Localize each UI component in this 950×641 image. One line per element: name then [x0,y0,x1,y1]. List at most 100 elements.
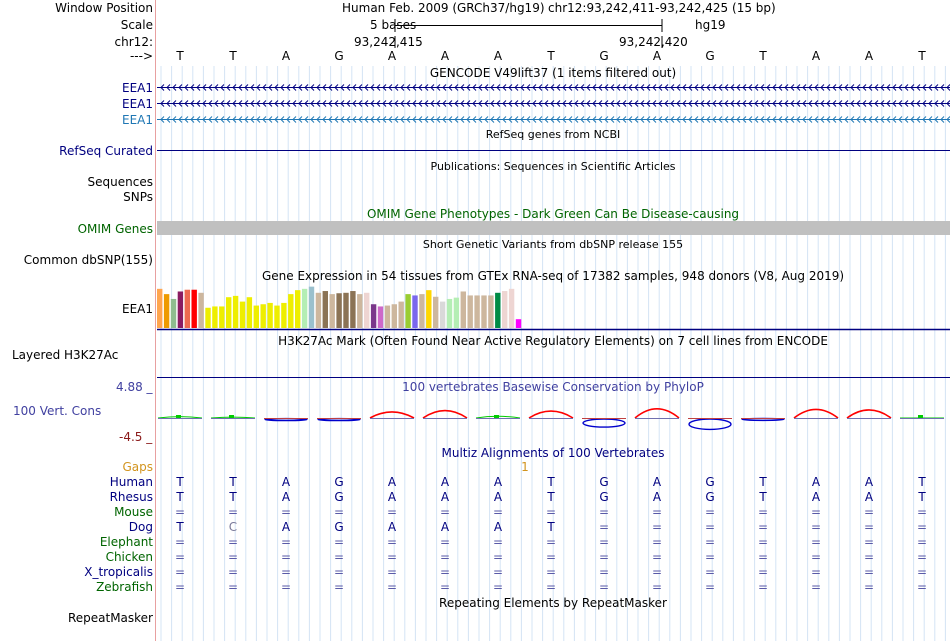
gtex-bar[interactable] [191,289,197,328]
alignment-base: = [757,520,769,534]
gtex-gene-label[interactable]: EEA1 [121,302,153,316]
alignment-base: = [598,505,610,519]
alignment-base: = [333,550,345,564]
gtex-bar[interactable] [267,302,273,328]
cons-trough [688,418,732,431]
gene-label[interactable]: EEA1 [121,81,153,95]
gene-line[interactable] [157,84,950,91]
alignment-base: = [280,505,292,519]
gtex-bar[interactable] [508,288,515,328]
gtex-bar[interactable] [398,301,404,328]
gtex-bar[interactable] [322,291,328,328]
species-label[interactable]: Chicken [105,550,153,564]
db-text: hg19 [695,18,726,32]
gtex-bar[interactable] [157,288,163,328]
gtex-bar[interactable] [357,294,363,328]
gtex-bar[interactable] [384,305,391,328]
gtex-bar[interactable] [163,294,170,328]
gtex-bar[interactable] [205,307,211,328]
dbsnp-label[interactable]: Common dbSNP(155) [23,253,153,267]
gtex-bar[interactable] [474,295,480,328]
alignment-base: = [439,580,451,594]
gtex-bar[interactable] [246,297,253,328]
gtex-bar[interactable] [232,295,239,328]
species-label[interactable]: Dog [128,520,153,534]
h3k27ac-label[interactable]: Layered H3K27Ac [12,348,119,362]
gtex-bar[interactable] [481,295,487,328]
gtex-bar[interactable] [370,304,377,328]
gtex-bar[interactable] [502,291,508,328]
species-label[interactable]: X_tropicalis [84,565,153,579]
gtex-bar[interactable] [467,295,473,328]
sequences-label[interactable]: Sequences [87,175,153,189]
gtex-bar[interactable] [419,294,425,328]
species-label[interactable]: Rhesus [109,490,153,504]
gtex-bar[interactable] [198,292,204,328]
alignment-base: T [547,475,555,489]
gtex-bar[interactable] [295,290,301,328]
alignment-base: T [759,475,767,489]
gtex-bar[interactable] [281,302,287,328]
snps-label[interactable]: SNPs [123,190,153,204]
repeatmasker-label[interactable]: RepeatMasker [67,611,153,625]
alignment-base: = [227,565,239,579]
species-label[interactable]: Human [109,475,153,489]
gene-label[interactable]: EEA1 [121,113,153,127]
alignment-base: = [810,505,822,519]
gtex-bar[interactable] [488,295,494,328]
refseq-label[interactable]: RefSeq Curated [59,144,153,158]
gene-line[interactable] [157,116,950,123]
gtex-bar[interactable] [460,291,466,328]
alignment-base: = [651,535,663,549]
gtex-bar[interactable] [446,298,453,328]
species-label[interactable]: Mouse [114,505,153,519]
strand-arrow-label[interactable]: ---> [129,49,153,63]
alignment-base: G [334,490,344,504]
species-label[interactable]: Zebrafish [96,580,153,594]
gtex-bar[interactable] [184,289,190,328]
gtex-bar[interactable] [433,296,439,328]
gene-label[interactable]: EEA1 [121,97,153,111]
gtex-bar[interactable] [439,301,446,328]
scale-bases-text: 5 bases [370,18,417,32]
gtex-bar[interactable] [253,305,259,328]
gtex-bar[interactable] [343,292,349,328]
alignment-base: = [757,565,769,579]
gtex-bar[interactable] [239,301,246,328]
gtex-bar[interactable] [364,292,370,328]
gtex-bar[interactable] [226,297,232,328]
gtex-bar[interactable] [495,292,501,328]
gtex-bar[interactable] [288,294,294,328]
omim-label[interactable]: OMIM Genes [77,222,153,236]
gtex-bar[interactable] [177,291,184,328]
tick-right-label: 93,242,420 [619,35,688,49]
conservation-label[interactable]: 100 Vert. Cons [13,404,102,418]
species-label[interactable]: Elephant [99,535,153,549]
gtex-bar[interactable] [212,306,218,328]
gtex-bar[interactable] [170,298,177,328]
gtex-bar[interactable] [219,306,225,328]
gene-line[interactable] [157,100,950,107]
cons-max-label: 4.88 _ [116,380,153,394]
gtex-bar[interactable] [308,286,315,328]
alignment-base: T [918,490,926,504]
alignment-base: = [333,505,345,519]
publications-title: Publications: Sequences in Scientific Ar… [430,160,676,173]
gtex-bar[interactable] [336,293,342,328]
gtex-bar[interactable] [301,288,308,328]
gtex-bar[interactable] [391,304,397,328]
window-position-label: Window Position [55,1,153,15]
gtex-bar[interactable] [377,306,384,328]
gtex-bar[interactable] [426,290,432,328]
gtex-bar[interactable] [405,294,411,328]
gtex-bar[interactable] [412,295,418,328]
gtex-bar[interactable] [315,292,322,328]
gencode-title: GENCODE V49lift37 (1 items filtered out) [429,66,677,80]
gtex-bar[interactable] [274,305,280,328]
gtex-bar[interactable] [329,294,335,328]
gtex-bar[interactable] [260,304,266,328]
gtex-bar[interactable] [515,319,522,328]
cons-peak [793,408,839,419]
gtex-bar[interactable] [350,291,356,328]
gtex-bar[interactable] [453,297,460,328]
